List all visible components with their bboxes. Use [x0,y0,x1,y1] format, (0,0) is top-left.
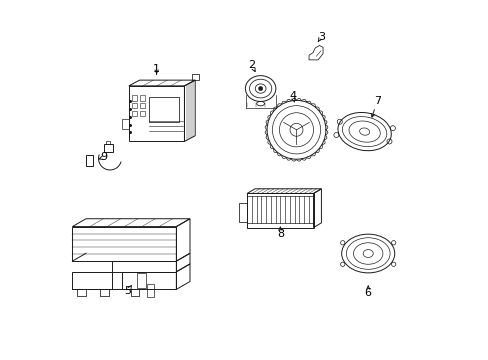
Bar [139,111,145,116]
Bar [247,193,313,228]
Text: 2: 2 [247,60,255,70]
Bar [85,155,93,166]
Text: 9: 9 [100,152,107,162]
Bar [147,284,153,297]
Circle shape [258,86,262,91]
Bar [131,95,137,100]
Text: 8: 8 [276,229,284,239]
Bar [103,144,112,152]
Bar [239,203,247,222]
Bar [148,96,179,122]
Text: 4: 4 [289,91,296,101]
Bar [131,111,137,116]
Text: 3: 3 [318,32,325,41]
Bar [131,103,137,108]
Text: 6: 6 [364,288,371,298]
Text: 5: 5 [124,286,131,296]
Bar [105,141,110,144]
Text: 1: 1 [153,64,160,74]
Bar [139,103,145,108]
Bar [191,74,199,80]
Bar [139,95,145,100]
Bar [137,273,145,288]
Bar [122,119,128,129]
Text: 7: 7 [373,96,380,106]
